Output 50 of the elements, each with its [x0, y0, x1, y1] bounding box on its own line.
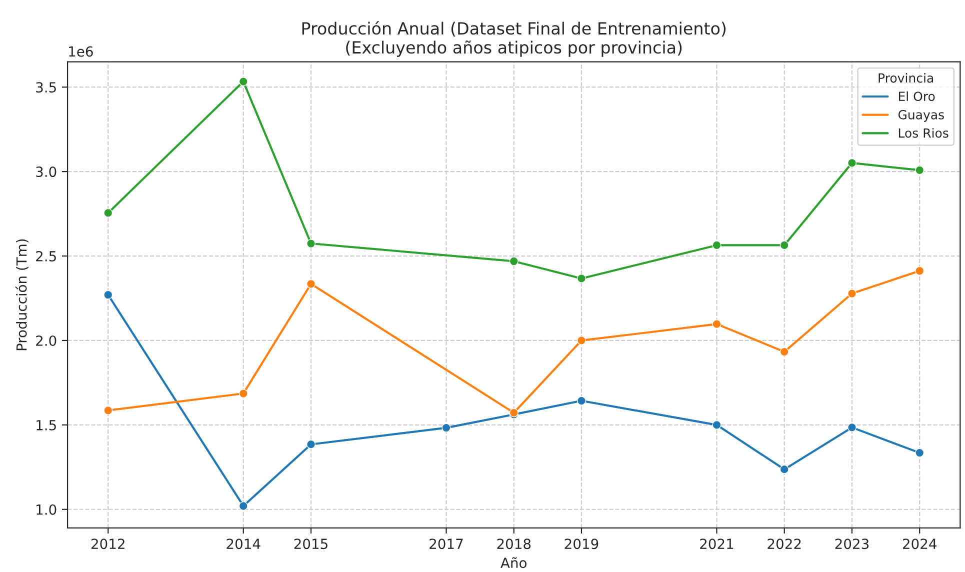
point	[915, 266, 924, 276]
point	[238, 501, 248, 511]
chart-title: Producción Anual (Dataset Final de Entrenamiento) (Excluyendo años atipicos por provincia)	[302, 21, 726, 57]
x-tick-label: 2024	[902, 538, 936, 550]
text: 1e6	[69, 46, 93, 57]
point	[442, 423, 451, 432]
point	[915, 448, 924, 458]
point	[712, 240, 722, 250]
x-tick-label: 2021	[700, 538, 734, 550]
point	[509, 256, 518, 266]
y-tick-label: 3.5	[36, 82, 56, 93]
point	[915, 166, 924, 175]
x-tick-label: 2023	[835, 538, 869, 550]
point	[306, 279, 316, 288]
point	[780, 240, 789, 250]
y-tick-label: 2.5	[36, 250, 56, 262]
point	[847, 158, 856, 168]
legend-title: Provincia	[878, 73, 934, 83]
y-tick-label: 1.5	[36, 420, 56, 430]
legend-label: El Oro	[898, 91, 935, 102]
x-tick-label: 2018	[497, 538, 531, 550]
point	[238, 77, 248, 86]
point	[306, 440, 316, 449]
y-tick-label: 1.0	[36, 504, 56, 515]
x-tick-label: 2017	[430, 538, 463, 550]
point	[104, 208, 113, 218]
x-tick-label: 2022	[768, 538, 801, 550]
x-tick-label: 2014	[226, 538, 260, 550]
x-tick-label: 2019	[564, 538, 598, 550]
legend-label: Guayas	[898, 110, 944, 122]
x-tick-label: 2015	[294, 538, 328, 550]
point	[780, 347, 789, 356]
x-tick-label: 2012	[91, 538, 124, 550]
point	[306, 239, 316, 248]
point	[576, 336, 586, 345]
y-tick-label: 2.0	[36, 335, 56, 346]
y-tick-label: 3.0	[36, 166, 56, 178]
y-axis-title: Producción (Tm)	[15, 239, 28, 350]
point	[576, 396, 586, 406]
point	[847, 422, 856, 432]
point	[847, 289, 856, 298]
point	[780, 464, 789, 474]
point	[712, 420, 722, 430]
legend-label: Los Rios	[898, 128, 948, 138]
x-axis-title: Año	[500, 557, 527, 568]
point	[238, 388, 248, 398]
point	[104, 290, 113, 300]
point	[576, 274, 586, 283]
point	[712, 320, 722, 329]
point	[104, 406, 113, 415]
